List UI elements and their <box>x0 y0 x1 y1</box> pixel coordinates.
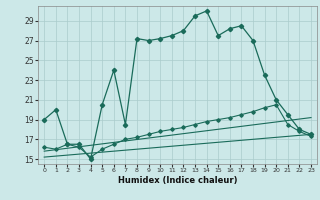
X-axis label: Humidex (Indice chaleur): Humidex (Indice chaleur) <box>118 176 237 185</box>
